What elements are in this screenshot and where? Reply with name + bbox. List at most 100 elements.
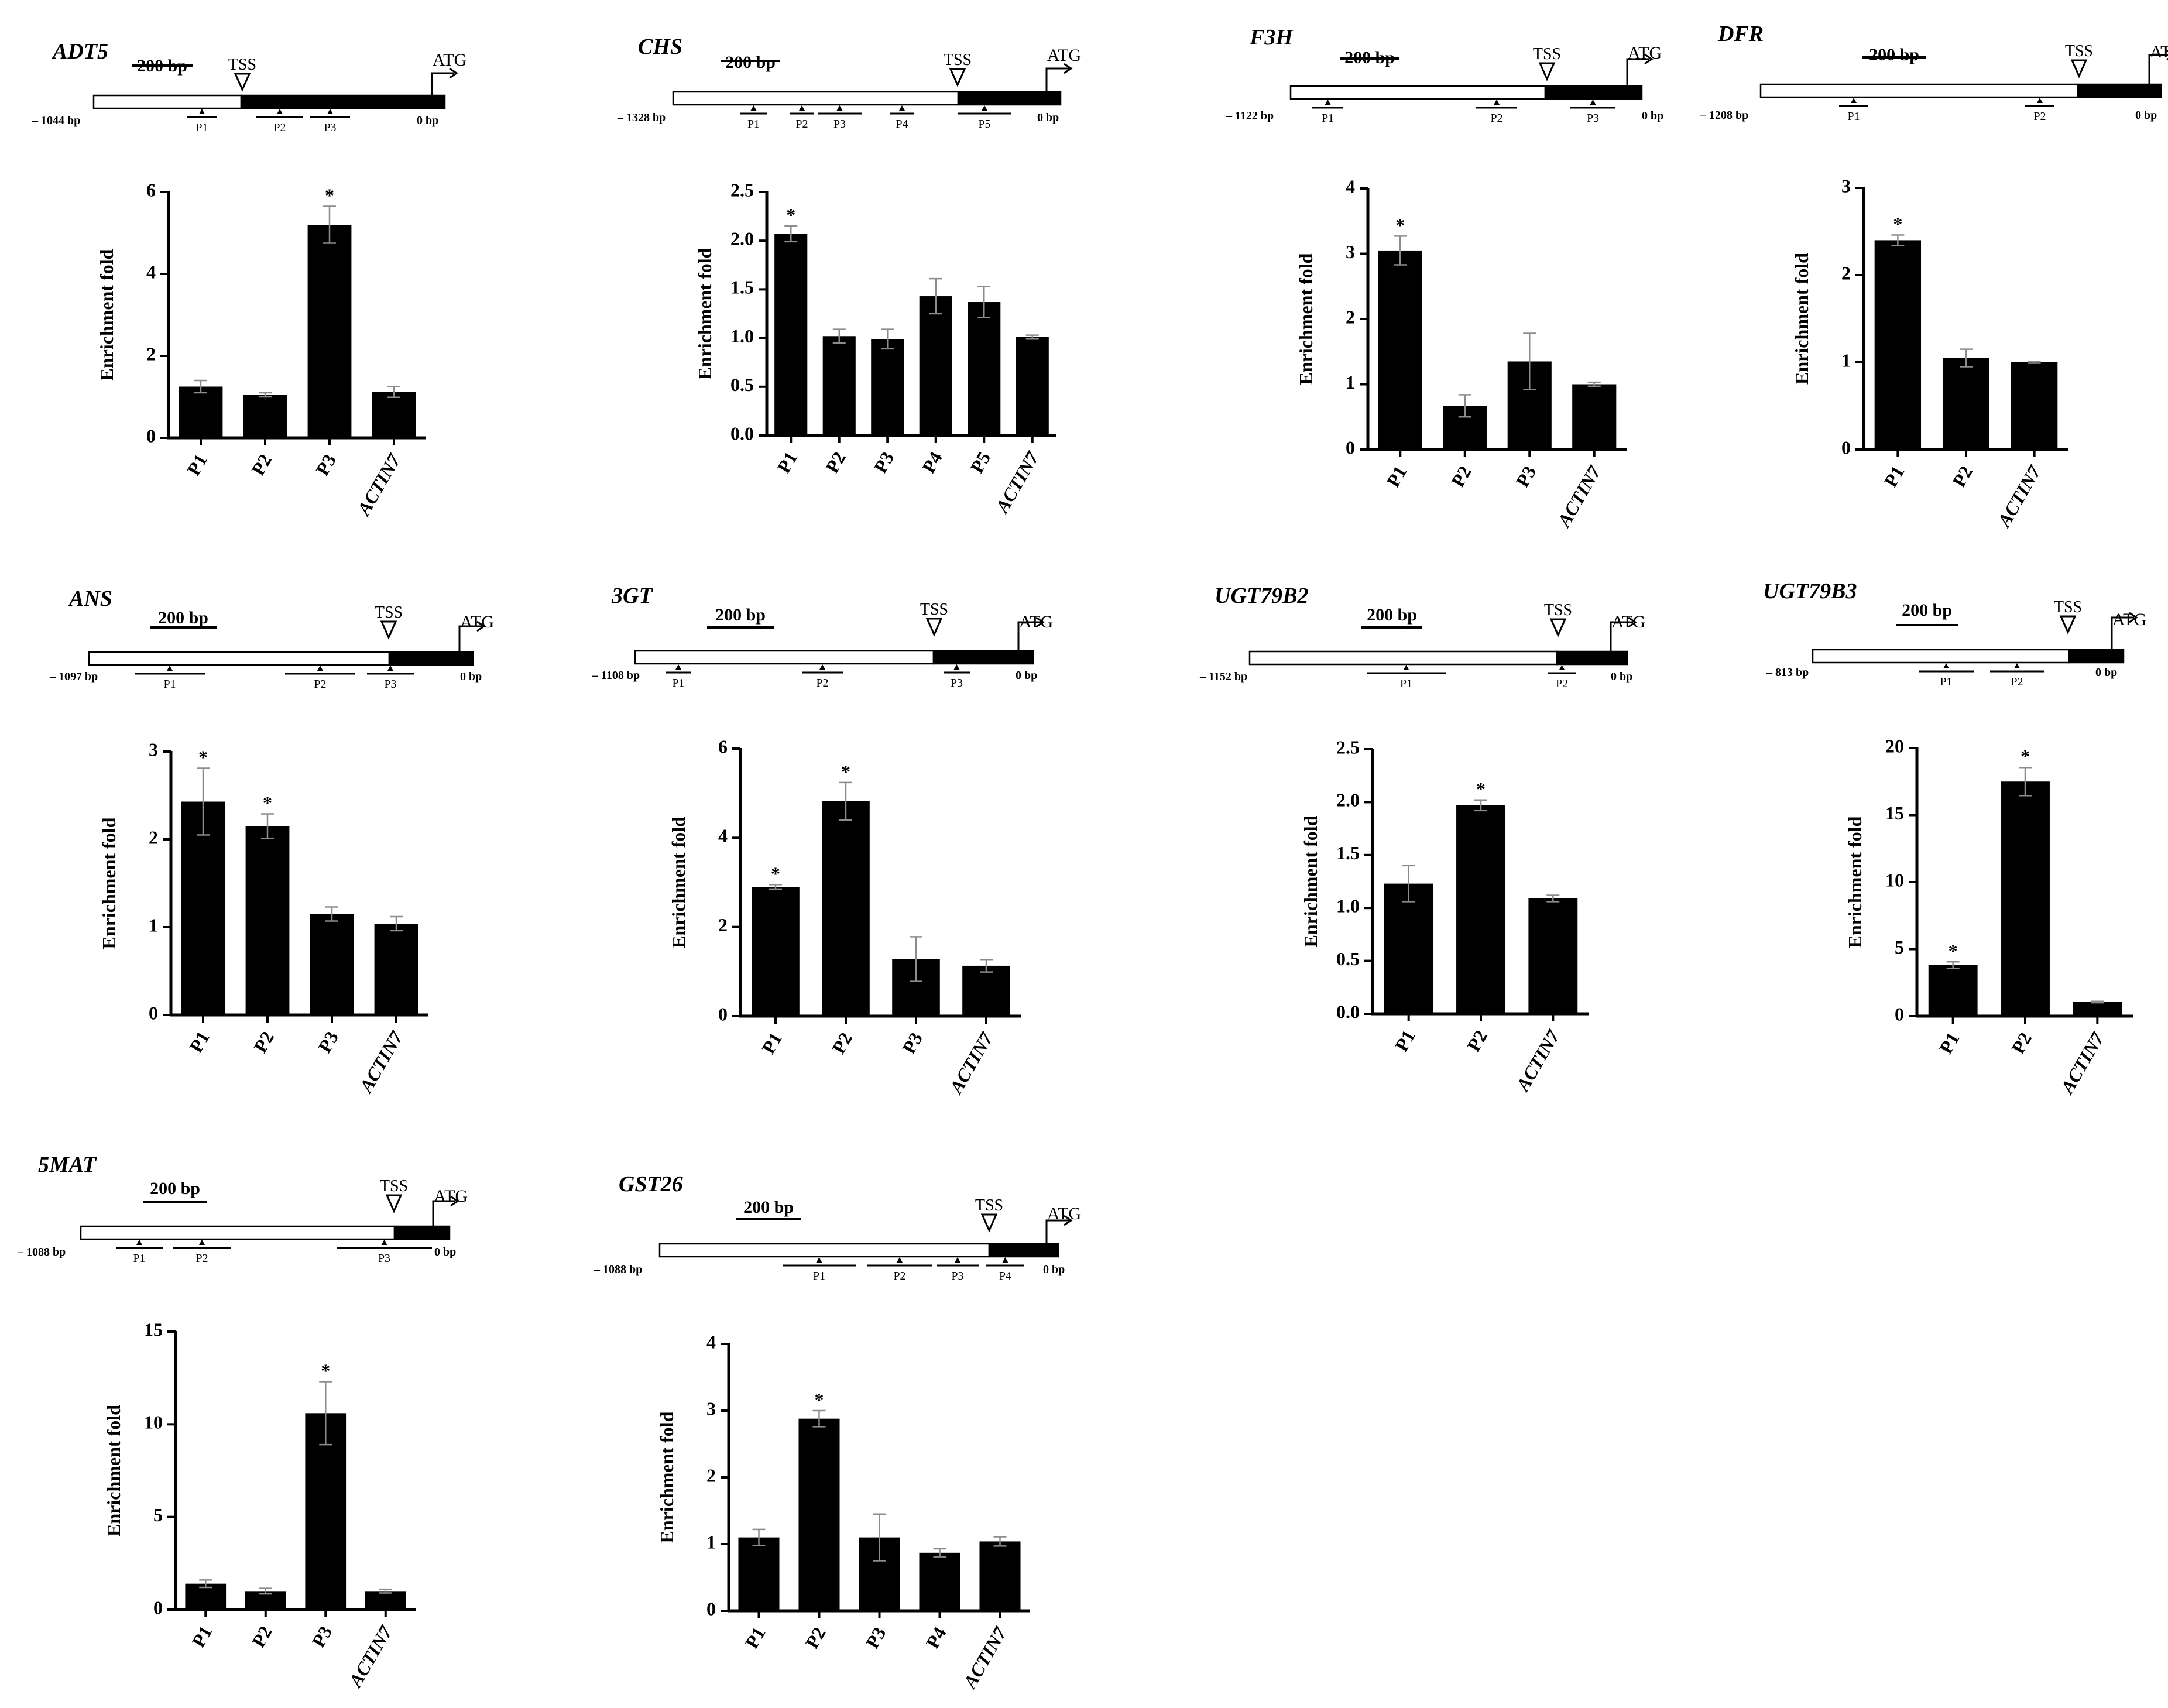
scale-label: 200 bp xyxy=(137,56,187,76)
scale-label: 200 bp xyxy=(1344,48,1395,67)
x-tick-label: P1 xyxy=(183,451,211,479)
bar-p5 xyxy=(968,302,1001,435)
x-tick-label: P3 xyxy=(311,451,340,479)
primer-arrowhead xyxy=(836,105,843,111)
x-tick-label: P2 xyxy=(1447,462,1476,491)
y-tick-label: 2 xyxy=(149,826,158,848)
bar-actin7 xyxy=(1528,898,1578,1014)
primer-arrowhead xyxy=(387,666,393,671)
primer-arrowhead xyxy=(953,664,960,670)
y-axis-label: Enrichment fold xyxy=(98,817,119,949)
promoter-diagram: 200 bp TSS ATG – 1088 bp 0 bp P1 P2 P3 xyxy=(17,1177,468,1265)
primer-arrowhead xyxy=(1559,665,1565,670)
x-tick-label: P3 xyxy=(862,1624,890,1652)
y-axis-label: Enrichment fold xyxy=(1300,815,1321,947)
tss-marker xyxy=(949,68,966,87)
tss-label: TSS xyxy=(1544,601,1572,619)
tss-marker xyxy=(925,618,943,637)
primer-p3: P3 xyxy=(937,1257,979,1282)
y-tick-label: 0 xyxy=(1841,437,1851,458)
end-position-label: 0 bp xyxy=(1043,1263,1065,1276)
end-position-label: 0 bp xyxy=(434,1246,456,1258)
tss-label: TSS xyxy=(920,601,948,619)
gene-title: DFR xyxy=(1717,22,1764,46)
x-tick-label: P5 xyxy=(966,448,994,477)
atg-label: ATG xyxy=(433,50,466,70)
tss-marker xyxy=(980,1213,998,1233)
bar-p4 xyxy=(919,296,952,435)
end-position-label: 0 bp xyxy=(460,670,482,683)
bar-p3 xyxy=(307,225,352,438)
primer-p1: P1 xyxy=(666,664,691,690)
bar-chart: 0 2 4 6 Enrichment fold P1 P2 * P3 ACTIN7 xyxy=(96,179,426,520)
x-tick-label: P3 xyxy=(1511,462,1540,491)
promoter-diagram: 200 bp TSS ATG – 1044 bp 0 bp P1 P2 P3 xyxy=(32,50,466,134)
scale-label: 200 bp xyxy=(1902,601,1952,620)
bar-actin7 xyxy=(374,924,418,1015)
primer-arrowhead xyxy=(317,666,323,671)
atg-arrowhead xyxy=(1064,63,1073,74)
x-tick-label: P1 xyxy=(757,1029,786,1058)
transcribed-region xyxy=(988,1243,1059,1258)
atg-label: ATG xyxy=(460,612,494,632)
transcribed-region xyxy=(388,651,474,666)
primer-label: P1 xyxy=(195,121,208,134)
x-tick-label: P1 xyxy=(1879,462,1908,491)
atg-arrow xyxy=(432,1200,455,1226)
tss-label: TSS xyxy=(228,56,256,74)
primer-label: P1 xyxy=(1847,110,1860,123)
end-position-label: 0 bp xyxy=(417,114,438,127)
primer-label: P4 xyxy=(999,1270,1011,1282)
y-tick-label: 5 xyxy=(153,1504,163,1525)
y-tick-label: 0.0 xyxy=(730,423,754,444)
atg-label: ATG xyxy=(2112,610,2146,629)
x-tick-label: P3 xyxy=(307,1623,336,1651)
primer-p5: P5 xyxy=(958,105,1011,131)
panel-3gt: 3GT 200 bp TSS ATG – 1108 bp 0 bp P1 P2 P3 0 2 4 6 En… xyxy=(592,584,1053,1098)
y-tick-label: 1 xyxy=(706,1531,716,1552)
y-tick-label: 6 xyxy=(146,179,156,200)
x-tick-label: P3 xyxy=(898,1029,927,1058)
y-axis-label: Enrichment fold xyxy=(1295,253,1316,385)
atg-label: ATG xyxy=(2150,42,2168,61)
y-tick-label: 3 xyxy=(1346,241,1355,262)
atg-arrow xyxy=(1610,621,1633,651)
y-tick-label: 4 xyxy=(1346,176,1355,197)
transcribed-region xyxy=(240,94,446,109)
primer-arrowhead xyxy=(816,1257,822,1263)
gene-title: 5MAT xyxy=(38,1153,97,1177)
x-tick-label: P2 xyxy=(247,451,276,479)
primer-p2: P2 xyxy=(1548,665,1576,690)
primer-label: P2 xyxy=(2033,110,2046,123)
bar-p2 xyxy=(822,336,856,435)
atg-arrowhead xyxy=(449,67,458,79)
primer-p3: P3 xyxy=(818,105,862,131)
tss-marker xyxy=(385,1194,403,1213)
significance-mark: * xyxy=(1395,214,1405,235)
transcribed-region xyxy=(393,1225,451,1240)
promoter-region xyxy=(672,91,959,106)
primer-label: P1 xyxy=(163,678,176,691)
bar-p2 xyxy=(245,826,290,1015)
y-tick-label: 2.0 xyxy=(730,228,754,249)
bar-p2 xyxy=(2001,781,2050,1016)
start-position-label: – 813 bp xyxy=(1766,666,1809,679)
primer-label: P2 xyxy=(816,677,828,690)
bar-actin7 xyxy=(1572,384,1617,450)
significance-mark: * xyxy=(263,793,272,814)
primer-label: P2 xyxy=(795,118,808,131)
y-tick-label: 15 xyxy=(1885,802,1904,824)
bar-chart: 0 1 2 3 4 Enrichment fold * P1 P2 P3 ACTIN7 xyxy=(1295,176,1627,531)
promoter-diagram: 200 bp TSS ATG – 1108 bp 0 bp P1 P2 P3 xyxy=(592,601,1053,690)
y-axis-label: Enrichment fold xyxy=(96,249,117,380)
scale-label: 200 bp xyxy=(1367,605,1417,625)
end-position-label: 0 bp xyxy=(2135,109,2157,122)
bar-actin7 xyxy=(372,392,416,438)
primer-label: P2 xyxy=(1490,112,1502,125)
primer-label: P4 xyxy=(896,118,908,131)
x-tick-label: P3 xyxy=(869,448,898,477)
tss-label: TSS xyxy=(380,1177,408,1195)
